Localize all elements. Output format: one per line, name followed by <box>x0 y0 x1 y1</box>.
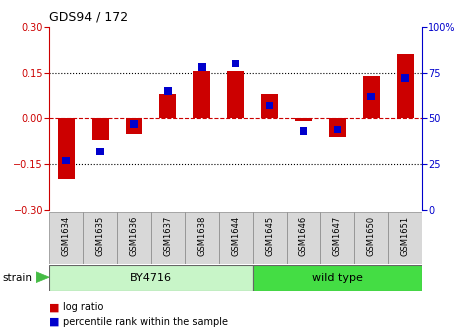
Text: GSM1645: GSM1645 <box>265 216 274 256</box>
Text: GSM1647: GSM1647 <box>333 216 342 256</box>
Bar <box>130 120 138 128</box>
Text: ■: ■ <box>49 302 60 312</box>
Bar <box>354 212 388 264</box>
Bar <box>159 94 176 119</box>
Bar <box>253 212 287 264</box>
Text: log ratio: log ratio <box>63 302 104 312</box>
Text: GSM1638: GSM1638 <box>197 216 206 256</box>
Bar <box>227 71 244 119</box>
Text: GSM1646: GSM1646 <box>299 216 308 256</box>
Bar <box>91 119 108 140</box>
Bar <box>320 212 354 264</box>
Bar <box>333 126 341 133</box>
Bar <box>287 212 320 264</box>
Text: wild type: wild type <box>312 273 363 283</box>
Bar <box>58 119 75 179</box>
Bar <box>363 76 380 119</box>
Text: GSM1634: GSM1634 <box>62 216 71 256</box>
Bar <box>185 212 219 264</box>
Bar <box>96 148 104 155</box>
Bar <box>367 93 375 100</box>
Text: GSM1637: GSM1637 <box>163 216 173 256</box>
Bar <box>401 74 409 82</box>
Polygon shape <box>36 272 49 283</box>
Bar <box>151 212 185 264</box>
Bar <box>388 212 422 264</box>
Bar <box>49 212 83 264</box>
Text: percentile rank within the sample: percentile rank within the sample <box>63 317 228 327</box>
Text: GSM1636: GSM1636 <box>129 216 138 256</box>
Bar <box>219 212 253 264</box>
Text: GSM1651: GSM1651 <box>401 216 409 256</box>
Bar <box>261 94 278 119</box>
Bar <box>117 212 151 264</box>
Bar <box>397 54 414 119</box>
Bar <box>232 60 240 67</box>
Bar <box>49 265 253 291</box>
Bar <box>295 119 312 122</box>
Bar <box>164 87 172 95</box>
Bar <box>198 64 205 71</box>
Bar <box>126 119 143 134</box>
Text: ■: ■ <box>49 317 60 327</box>
Bar <box>83 212 117 264</box>
Text: GSM1650: GSM1650 <box>367 216 376 256</box>
Bar <box>300 127 307 135</box>
Bar <box>266 102 273 110</box>
Text: GDS94 / 172: GDS94 / 172 <box>49 10 129 23</box>
Text: BY4716: BY4716 <box>130 273 172 283</box>
Bar <box>62 157 70 164</box>
Bar <box>253 265 422 291</box>
Bar <box>193 71 210 119</box>
Bar <box>329 119 346 137</box>
Text: strain: strain <box>2 273 32 283</box>
Text: GSM1635: GSM1635 <box>96 216 105 256</box>
Text: GSM1644: GSM1644 <box>231 216 240 256</box>
